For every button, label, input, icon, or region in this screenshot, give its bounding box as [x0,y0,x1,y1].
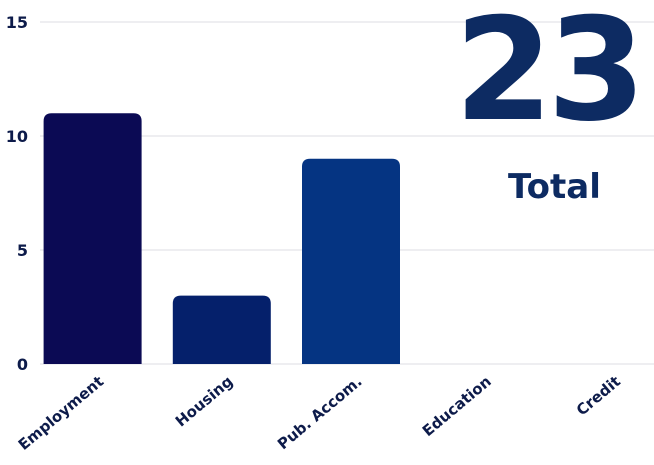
total-count: 23 [454,0,646,153]
y-tick-label: 10 [6,127,28,146]
bar-employment [43,113,142,364]
total-label: Total [508,167,601,207]
y-tick-label: 5 [17,241,28,260]
y-tick-label: 15 [6,13,28,32]
x-category-label: Housing [172,372,236,430]
y-axis-tick-labels: 0 5 10 15 [6,13,28,374]
bars [43,113,400,364]
x-axis-category-labels: Employment Housing Pub. Accom. Education Cre… [15,372,624,454]
x-category-label: Pub. Accom. [274,372,366,453]
x-category-label: Credit [573,372,624,419]
x-category-label: Education [419,372,495,440]
bar-pub-accom [302,158,400,364]
bar-housing [172,295,271,364]
y-tick-label: 0 [17,355,28,374]
x-category-label: Employment [15,372,107,454]
